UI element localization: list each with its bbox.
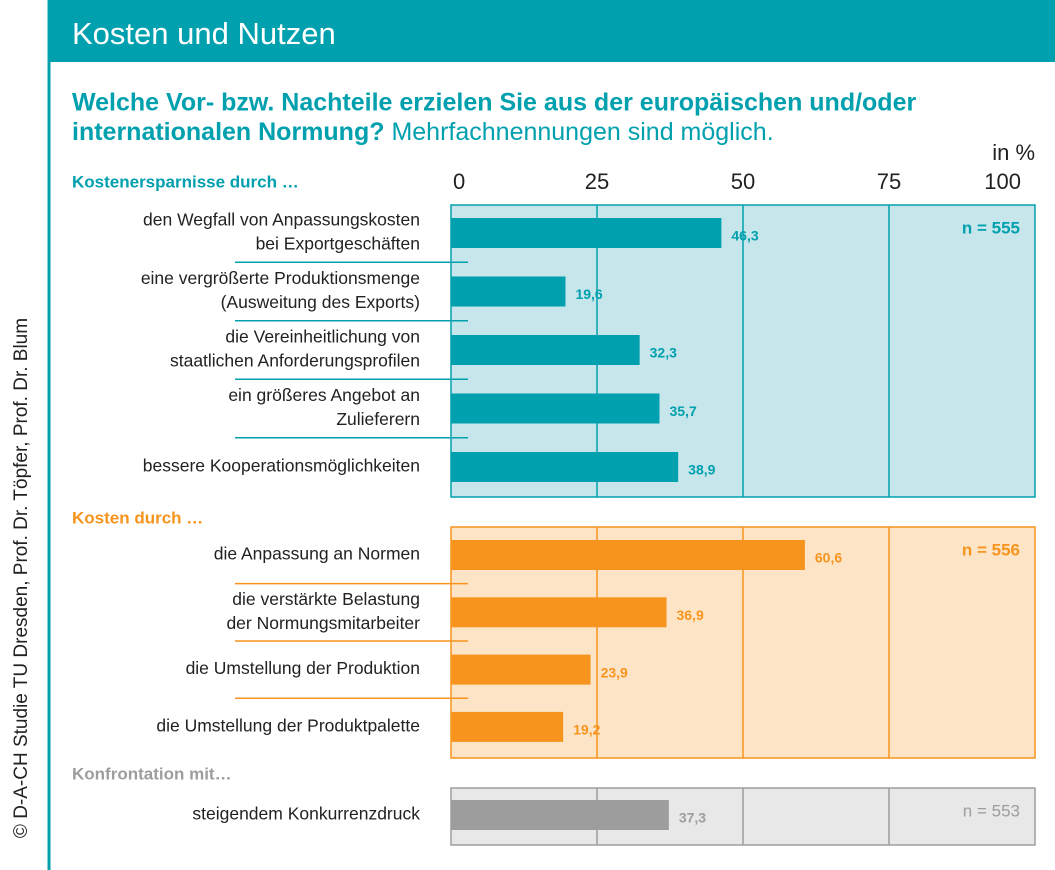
category-label: steigendem Konkurrenzdruck [192,804,420,824]
value-label: 60,6 [815,550,842,566]
n-label: n = 556 [962,540,1020,559]
bar [451,335,640,365]
value-label: 37,3 [679,810,706,826]
n-label: n = 555 [962,218,1020,237]
x-tick-label: 100 [984,169,1021,194]
group-label: Kosten durch … [72,508,203,527]
bar [451,711,564,742]
bar [451,218,722,248]
category-label: Zulieferern [336,409,420,429]
unit-label: in % [992,140,1035,165]
value-label: 32,3 [650,345,677,361]
category-label: staatlichen Anforderungsprofilen [170,351,420,371]
question: internationalen Normung? Mehrfachnennung… [72,118,774,146]
bar [451,452,679,482]
category-label: die verstärkte Belastung [232,589,420,609]
category-label: die Anpassung an Normen [214,544,420,564]
value-label: 35,7 [669,403,696,419]
x-tick-label: 25 [585,169,609,194]
bar [451,393,660,424]
category-label: die Umstellung der Produktion [186,658,420,678]
group-label: Kostenersparnisse durch … [72,172,299,191]
category-label: bessere Kooperationsmöglichkeiten [143,456,420,476]
category-label: ein größeres Angebot an [228,385,420,405]
x-tick-label: 75 [877,169,901,194]
group-label: Konfrontation mit… [72,764,232,783]
bar [451,276,566,307]
value-label: 36,9 [676,607,703,623]
category-label: bei Exportgeschäften [256,234,420,254]
category-label: eine vergrößerte Produktionsmenge [141,268,420,288]
x-tick-label: 0 [453,169,465,194]
value-label: 23,9 [601,664,628,680]
header-bar [48,0,1055,62]
x-tick-label: 50 [731,169,755,194]
category-label: die Vereinheitlichung von [225,327,420,347]
value-label: 19,6 [575,286,602,302]
category-label: der Normungsmitarbeiter [226,613,420,633]
bar [451,654,591,685]
category-label: die Umstellung der Produktpalette [156,716,420,736]
bar [451,800,669,830]
question: Welche Vor- bzw. Nachteile erzielen Sie … [72,89,916,117]
note: Mehrfachnennungen sind möglich. [391,118,773,146]
credit: © D-A-CH Studie TU Dresden, Prof. Dr. Tö… [11,318,32,838]
bar [451,540,805,570]
bar [451,597,667,628]
n-label: n = 553 [963,801,1020,820]
value-label: 38,9 [688,462,715,478]
value-label: 19,2 [573,722,600,738]
category-label: den Wegfall von Anpassungskosten [143,210,420,230]
category-label: (Ausweitung des Exports) [221,292,420,312]
page-title: Kosten und Nutzen [72,16,336,51]
question: internationalen Normung? [72,118,385,146]
value-label: 46,3 [731,228,758,244]
